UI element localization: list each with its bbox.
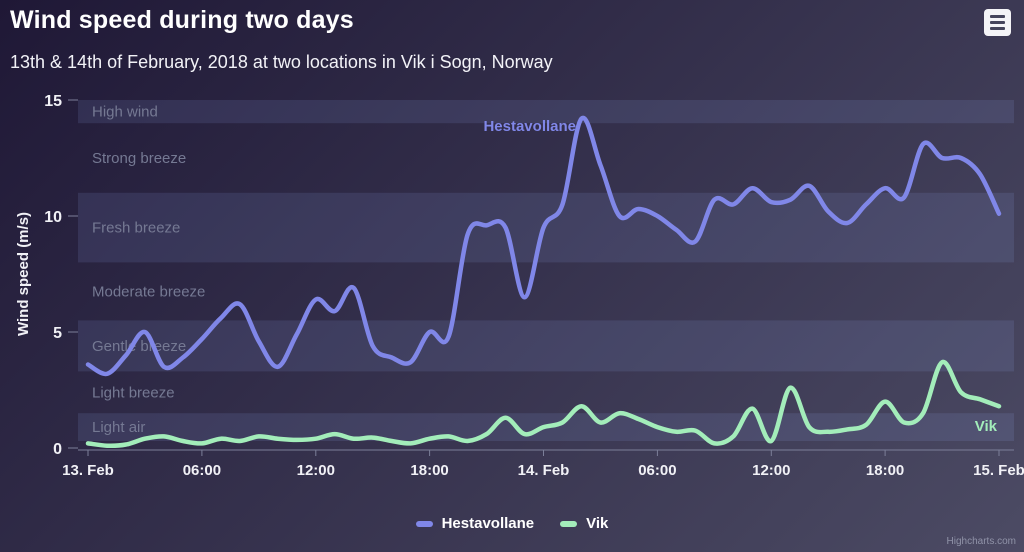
plot-band-label-gentle-breeze: Gentle breeze — [92, 338, 186, 355]
legend-marker-hestavollane — [415, 520, 433, 527]
y-axis-tick-label: 5 — [53, 325, 62, 342]
plot-band-gentle-breeze — [78, 320, 1014, 372]
x-axis-tick-label: 13. Feb — [62, 462, 114, 479]
x-axis-tick-label: 06:00 — [183, 462, 221, 479]
y-axis-tick-label: 0 — [53, 441, 62, 458]
x-axis-tick-label: 14. Feb — [518, 462, 570, 479]
x-axis-tick-label: 06:00 — [638, 462, 676, 479]
legend-label-hestavollane: Hestavollane — [441, 515, 535, 532]
plot-band-label-strong-breeze: Strong breeze — [92, 150, 186, 167]
plot-band-label-light-air: Light air — [92, 419, 145, 436]
legend-marker-vik — [560, 520, 578, 527]
hamburger-menu-icon[interactable] — [984, 9, 1011, 36]
y-axis-tick-label: 10 — [44, 209, 62, 226]
menu-bar — [990, 27, 1005, 30]
plot-band-fresh-breeze — [78, 192, 1014, 263]
legend-item-hestavollane[interactable]: Hestavollane — [415, 515, 535, 532]
legend: Hestavollane Vik — [0, 515, 1024, 532]
menu-bar — [990, 21, 1005, 24]
plot-band-high-wind — [78, 100, 1014, 124]
x-axis-tick-label: 12:00 — [297, 462, 335, 479]
plot-band-label-fresh-breeze: Fresh breeze — [92, 220, 180, 237]
y-axis-tick-label: 15 — [44, 93, 62, 110]
plot-band-label-light-breeze: Light breeze — [92, 384, 175, 401]
x-axis-tick-label: 18:00 — [410, 462, 448, 479]
series-data-label-hestavollane: Hestavollane — [483, 118, 576, 135]
y-axis-title: Wind speed (m/s) — [15, 212, 32, 336]
plot-band-label-high-wind: High wind — [92, 104, 158, 121]
chart-title: Wind speed during two days — [10, 6, 354, 34]
series-line-hestavollane[interactable] — [85, 115, 1002, 377]
x-axis-tick-label: 12:00 — [752, 462, 790, 479]
highcharts-credits-link[interactable]: Highcharts.com — [946, 536, 1016, 547]
menu-bar — [990, 15, 1005, 18]
legend-item-vik[interactable]: Vik — [560, 515, 608, 532]
plot-band-label-moderate-breeze: Moderate breeze — [92, 283, 205, 300]
chart-subtitle: 13th & 14th of February, 2018 at two loc… — [10, 52, 553, 72]
series-data-label-vik: Vik — [975, 418, 998, 435]
x-axis-tick-label: 15. Feb — [973, 462, 1024, 479]
series-line-vik[interactable] — [85, 359, 1002, 449]
legend-label-vik: Vik — [586, 515, 609, 532]
x-axis-tick-label: 18:00 — [866, 462, 904, 479]
